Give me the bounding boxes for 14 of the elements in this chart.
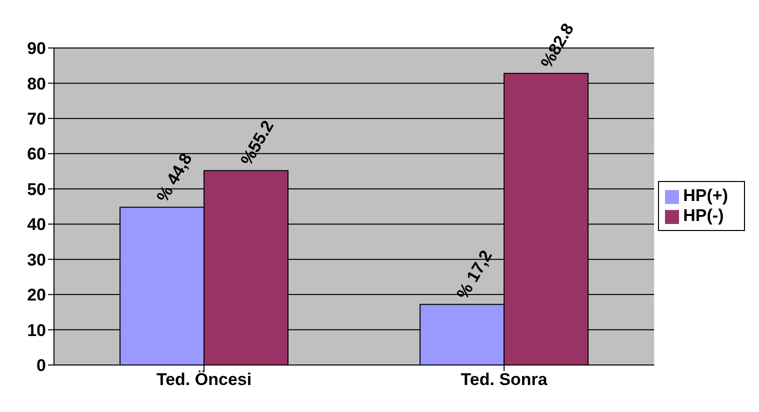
legend-label: HP(+) bbox=[683, 186, 728, 205]
y-tick-label: 30 bbox=[27, 250, 46, 270]
y-tick-label: 20 bbox=[27, 286, 46, 305]
x-tick-label: Ted. Sonra bbox=[460, 370, 548, 390]
y-tick-label: 50 bbox=[27, 180, 46, 199]
y-tick-label: 60 bbox=[27, 144, 46, 164]
legend-label: HP(-) bbox=[683, 206, 724, 225]
y-tick-label: 40 bbox=[27, 215, 46, 234]
y-tick-label: 10 bbox=[27, 320, 46, 340]
y-tick-label: 0 bbox=[36, 356, 46, 376]
y-tick-label: 80 bbox=[27, 74, 46, 94]
y-tick-label: 70 bbox=[27, 109, 46, 128]
y-tick-label: 90 bbox=[27, 39, 46, 58]
x-tick-label: Ted. Öncesi bbox=[156, 370, 252, 390]
